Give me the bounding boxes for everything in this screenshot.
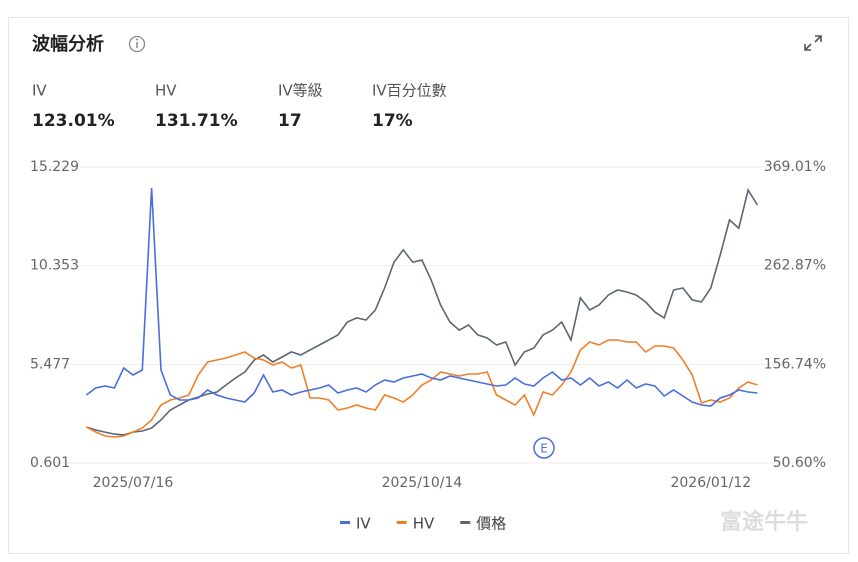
stat-value: 17%	[372, 111, 413, 131]
series-line	[85, 187, 758, 407]
x-tick-label: 2025/07/16	[93, 475, 174, 491]
legend-item[interactable]: HV	[396, 515, 435, 533]
stat-value: 123.01%	[32, 111, 115, 131]
stat-label: IV百分位數	[372, 82, 447, 100]
stat-label: IV	[32, 82, 47, 100]
stat-value: 17	[278, 111, 302, 131]
stat-label: IV等級	[278, 82, 323, 100]
y-tick-label: 15.229	[30, 159, 79, 175]
event-marker	[533, 437, 555, 459]
y2-tick-label: 262.87%	[764, 258, 826, 274]
expand-icon[interactable]	[804, 35, 822, 51]
y2-tick-label: 50.60%	[773, 455, 826, 471]
y-tick-label: 10.353	[30, 258, 79, 274]
legend-swatch	[396, 521, 407, 524]
card	[8, 17, 849, 554]
y2-tick-label: 369.01%	[764, 159, 826, 175]
event-marker-label: E	[540, 442, 548, 456]
legend-item[interactable]: IV	[340, 515, 371, 533]
legend-label: HV	[413, 515, 435, 533]
stat-value: 131.71%	[155, 111, 238, 131]
x-tick-label: 2025/10/14	[382, 475, 463, 491]
y-tick-label: 0.601	[30, 455, 70, 471]
y2-tick-label: 156.74%	[764, 356, 826, 372]
x-tick-label: 2026/01/12	[670, 475, 751, 491]
y-tick-label: 5.477	[30, 356, 70, 372]
legend-swatch	[340, 521, 350, 524]
info-icon[interactable]	[128, 35, 146, 53]
watermark: 富途牛牛	[720, 509, 808, 535]
legend-label: IV	[356, 515, 371, 533]
stat-label: HV	[155, 82, 177, 100]
legend-label: 價格	[476, 515, 506, 533]
series-line	[86, 339, 758, 438]
legend-item[interactable]: 價格	[460, 515, 506, 533]
legend-swatch	[460, 521, 471, 524]
panel-title: 波幅分析	[32, 33, 104, 55]
